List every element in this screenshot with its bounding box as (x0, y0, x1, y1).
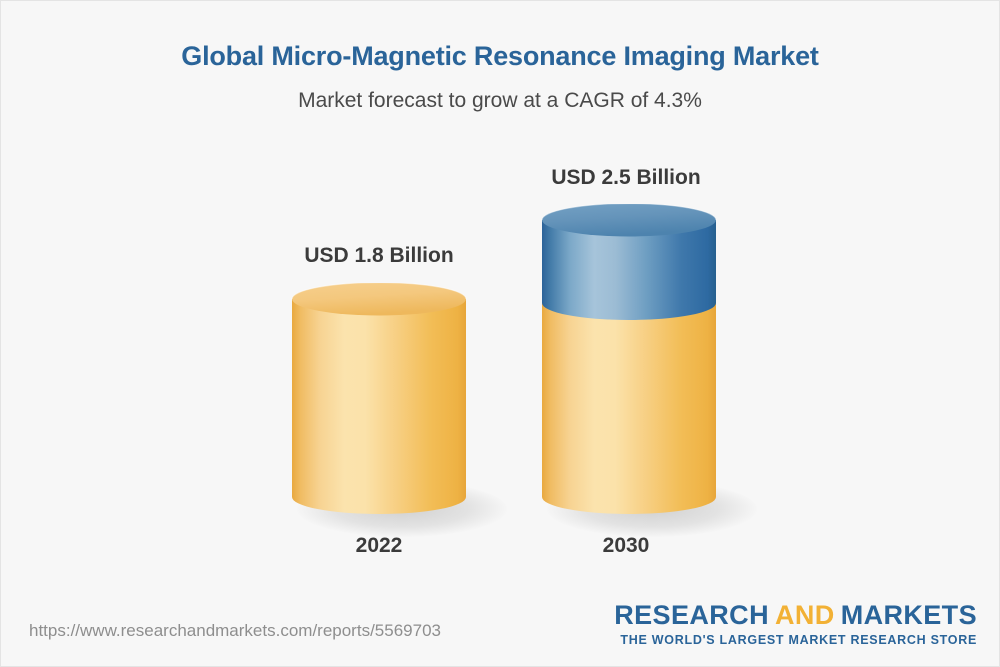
bar-category-label-2022: 2022 (355, 534, 403, 557)
logo-tagline: THE WORLD'S LARGEST MARKET RESEARCH STOR… (620, 633, 977, 648)
bar-value-label-2022: USD 1.8 Billion (304, 244, 454, 267)
research-and-markets-logo[interactable]: RESEARCH AND MARKETS THE WORLD'S LARGEST M… (614, 601, 977, 649)
logo-wordmark: RESEARCH AND MARKETS (614, 601, 977, 629)
chart-subtitle: Market forecast to grow at a CAGR of 4.3… (298, 89, 702, 112)
source-url[interactable]: https://www.researchandmarkets.com/repor… (29, 621, 441, 640)
logo-word-research: RESEARCH (614, 600, 769, 630)
bar-cylinder-2030 (541, 204, 717, 514)
bar-cylinder-2022 (291, 283, 467, 514)
logo-word-and: AND (774, 600, 835, 630)
bar-category-label-2030: 2030 (602, 534, 650, 557)
plot-area: USD 1.8 Billion (1, 1, 999, 581)
logo-word-markets: MARKETS (840, 600, 977, 630)
bar-value-label-2030: USD 2.5 Billion (551, 166, 701, 189)
page-title: Global Micro-Magnetic Resonance Imaging … (181, 41, 819, 71)
